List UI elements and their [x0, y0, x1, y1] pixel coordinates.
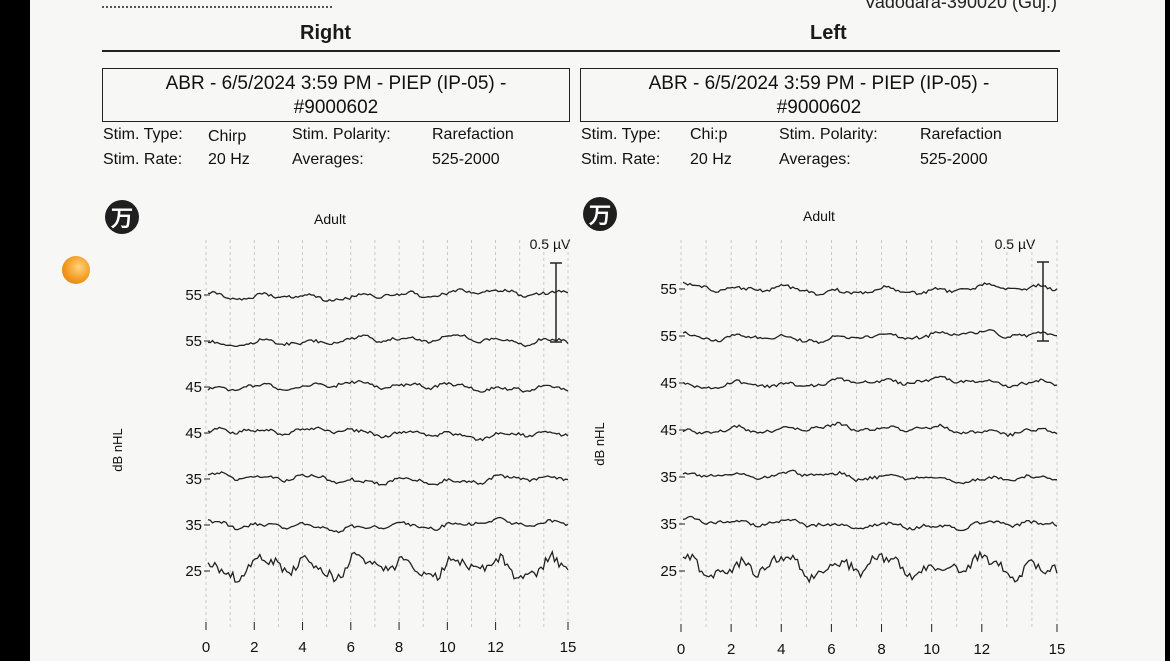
y-axis-label: dB nHL — [110, 428, 125, 471]
test-info-line1: ABR - 6/5/2024 3:59 PM - PIEP (IP-05) - — [648, 73, 990, 94]
waveform-trace — [682, 329, 1058, 345]
stim-type-value: Chirp — [208, 128, 247, 145]
x-tick-label: 4 — [777, 641, 785, 658]
stim-polarity-value: Rarefaction — [432, 126, 514, 143]
stim-type-label: Stim. Type: — [581, 126, 661, 143]
stim-rate-label: Stim. Rate: — [581, 151, 661, 168]
trace-level-label: 25 — [660, 563, 677, 580]
chart-title: Adult — [803, 208, 835, 224]
address-text: Vadodara-390020 (Guj.) — [864, 0, 1057, 12]
abr-waveform-chart-right: Adult dB nHL 0.5 µV 55 55 45 45 35 35 25 0 2 4 6 8 1… — [110, 211, 576, 656]
right-ear-title: Right — [300, 22, 352, 44]
x-tick-label: 6 — [347, 639, 355, 656]
abr-waveform-chart-left: Adult dB nHL 0.5 µV 55 55 45 45 35 35 25 0 2 4 6 8 1… — [592, 208, 1065, 658]
x-tick-label: 4 — [298, 639, 306, 656]
x-tick-label: 15 — [1049, 641, 1066, 658]
trace-level-label: 35 — [185, 517, 202, 534]
test-info-box-right: ABR - 6/5/2024 3:59 PM - PIEP (IP-05) - … — [102, 68, 570, 122]
waveform-trace — [682, 515, 1058, 532]
averages-value: 525-2000 — [432, 151, 500, 168]
waveform-trace — [207, 549, 569, 583]
header-rule — [102, 50, 1060, 52]
test-info-box-left: ABR - 6/5/2024 3:59 PM - PIEP (IP-05) - … — [580, 68, 1058, 122]
brand-logo-icon: 万 — [583, 197, 617, 231]
x-tick-label: 12 — [487, 639, 504, 656]
trace-level-label: 35 — [660, 516, 677, 533]
x-tick-label: 10 — [923, 641, 940, 658]
waveform-trace — [207, 516, 569, 534]
averages-label: Averages: — [292, 151, 364, 168]
x-tick-label: 2 — [250, 639, 258, 656]
waveform-trace — [207, 426, 569, 442]
x-tick-label: 8 — [877, 641, 885, 658]
trace-level-label: 35 — [660, 469, 677, 486]
orange-marker-icon — [62, 256, 90, 284]
test-info-line2: #9000602 — [293, 97, 379, 118]
x-tick-label: 6 — [827, 641, 835, 658]
trace-level-label: 35 — [185, 471, 202, 488]
stim-polarity-value: Rarefaction — [920, 126, 1002, 143]
left-ear-title: Left — [810, 22, 847, 44]
trace-level-label: 55 — [660, 328, 677, 345]
waveform-trace — [682, 421, 1058, 438]
dotted-rule — [102, 6, 332, 8]
trace-level-label: 45 — [660, 422, 677, 439]
chart-title: Adult — [314, 211, 346, 227]
test-info-line1: ABR - 6/5/2024 3:59 PM - PIEP (IP-05) - — [165, 73, 507, 94]
trace-level-label: 45 — [185, 379, 202, 396]
test-info-line2: #9000602 — [776, 97, 862, 118]
stim-rate-value: 20 Hz — [208, 151, 250, 168]
x-tick-label: 10 — [439, 639, 456, 656]
y-axis-label: dB nHL — [592, 422, 607, 465]
waveform-trace — [207, 471, 569, 486]
scale-bar-label: 0.5 µV — [995, 236, 1036, 252]
waveform-trace — [682, 469, 1058, 485]
stim-type-value: Chi:p — [690, 126, 728, 143]
averages-value: 525-2000 — [920, 151, 988, 168]
trace-level-label: 45 — [185, 425, 202, 442]
stim-rate-label: Stim. Rate: — [103, 151, 183, 168]
stim-polarity-label: Stim. Polarity: — [779, 126, 878, 143]
stim-polarity-label: Stim. Polarity: — [292, 126, 391, 143]
x-tick-label: 0 — [202, 639, 210, 656]
x-tick-label: 0 — [677, 641, 685, 658]
waveform-trace — [682, 550, 1058, 584]
waveform-trace — [207, 288, 569, 302]
stim-rate-value: 20 Hz — [690, 151, 732, 168]
trace-level-label: 55 — [660, 281, 677, 298]
x-tick-label: 12 — [973, 641, 990, 658]
trace-level-label: 45 — [660, 375, 677, 392]
x-tick-label: 2 — [727, 641, 735, 658]
trace-level-label: 25 — [185, 563, 202, 580]
waveform-trace — [207, 379, 569, 393]
scale-bar-label: 0.5 µV — [530, 236, 571, 252]
stim-type-label: Stim. Type: — [103, 126, 183, 143]
trace-level-label: 55 — [185, 333, 202, 350]
averages-label: Averages: — [779, 151, 851, 168]
waveform-trace — [207, 334, 569, 348]
waveform-trace — [682, 281, 1058, 296]
trace-level-label: 55 — [185, 287, 202, 304]
waveform-trace — [682, 375, 1058, 390]
brand-logo-icon: 万 — [105, 200, 139, 234]
x-tick-label: 15 — [560, 639, 577, 656]
x-tick-label: 8 — [395, 639, 403, 656]
report-page: Vadodara-390020 (Guj.) Right Left ABR - … — [30, 0, 1165, 661]
